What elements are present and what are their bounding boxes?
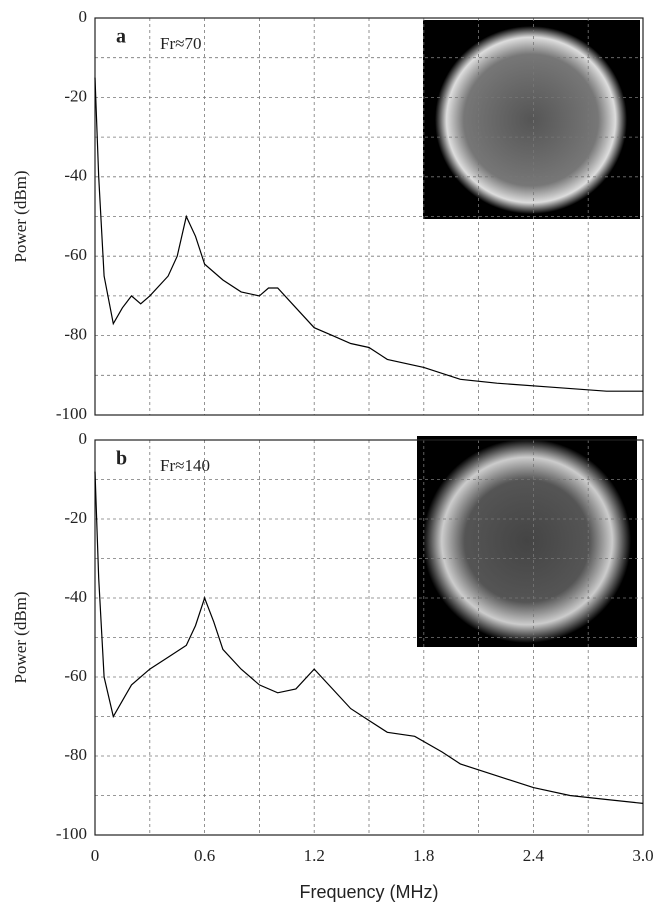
- y-tick-label: -60: [64, 245, 87, 264]
- x-tick-label: 3.0: [632, 846, 653, 865]
- x-tick-label: 1.2: [304, 846, 325, 865]
- inset-pattern: [423, 439, 631, 643]
- annotation: Fr≈140: [160, 456, 210, 475]
- plot-frame: [94, 439, 644, 836]
- y-tick-label: -80: [64, 745, 87, 764]
- inset-pattern: [435, 26, 627, 214]
- spectrum-line: [94, 77, 643, 392]
- spectrum-line: [94, 471, 644, 804]
- x-tick-label: 0.6: [194, 846, 215, 865]
- y-tick-label: -100: [56, 824, 87, 843]
- plot-frame: [94, 17, 644, 416]
- x-tick-label: 1.8: [413, 846, 434, 865]
- y-tick-label: -100: [56, 404, 87, 423]
- y-tick-label: -40: [64, 166, 87, 185]
- y-tick-label: -20: [64, 508, 87, 527]
- y-tick-label: -60: [64, 666, 87, 685]
- y-tick-label: -80: [64, 325, 87, 344]
- y-tick-label: -40: [64, 587, 87, 606]
- y-axis-label: Power (dBm): [11, 170, 30, 262]
- y-axis-label: Power (dBm): [11, 591, 30, 683]
- panel-label: a: [116, 26, 126, 48]
- y-tick-label: 0: [79, 429, 88, 448]
- x-axis-label: Frequency (MHz): [299, 882, 438, 902]
- y-tick-label: 0: [79, 7, 88, 26]
- annotation: Fr≈70: [160, 34, 201, 53]
- x-tick-label: 0: [91, 846, 100, 865]
- x-tick-label: 2.4: [523, 846, 545, 865]
- y-tick-label: -20: [64, 86, 87, 105]
- panel-label: b: [116, 448, 127, 470]
